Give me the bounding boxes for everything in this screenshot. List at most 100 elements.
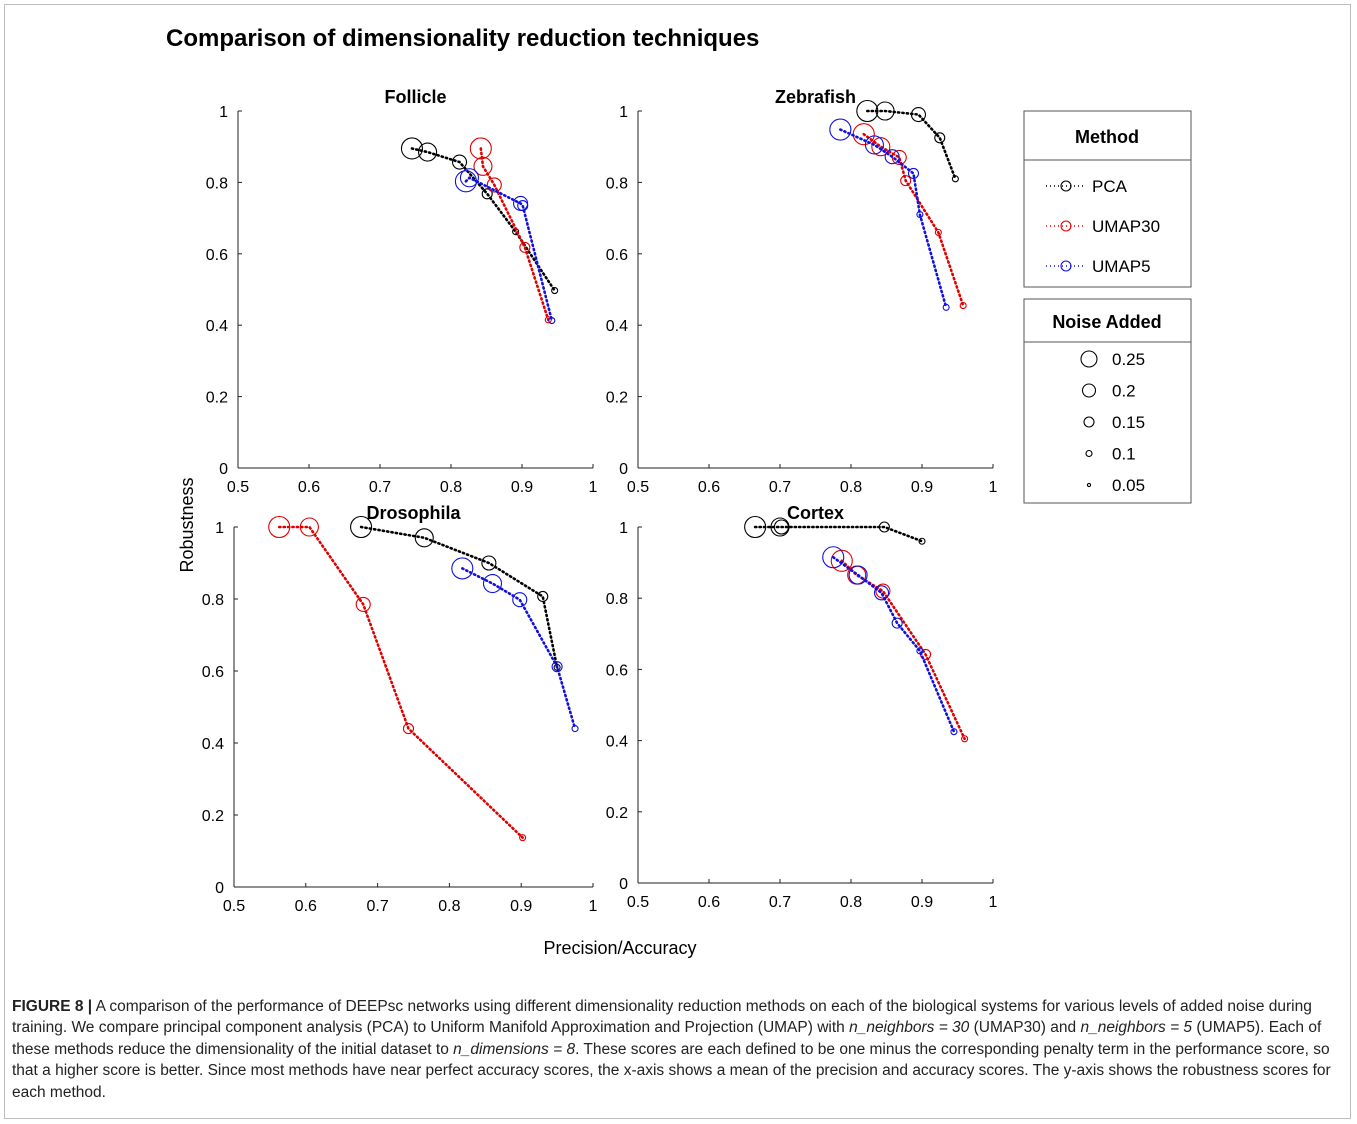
series-pca [856,99,959,183]
panel-drosophila: 0.5 0.6 0.7 0.8 0.9 1 0 0.2 0.4 0.6 0.8 1 Drosophila [202,503,598,915]
caption-italic-2: n_neighbors = 5 [1080,1019,1193,1037]
y-tick-label: 0.4 [606,318,628,335]
data-point [916,647,924,655]
caption-italic-1: n_neighbors = 30 [849,1019,970,1037]
series-line [862,132,965,307]
figure-caption: FIGURE 8 | A comparison of the performan… [12,996,1332,1103]
series-line [753,525,924,543]
y-tick-label: 0.6 [202,664,224,681]
data-point [548,317,556,325]
y-tick-label: 0.4 [202,736,224,753]
x-tick-label: 0.7 [369,479,391,496]
legend-method-box [1023,110,1192,288]
data-point [454,170,477,193]
data-point [418,142,438,162]
legend-noise-title: Noise Added [1052,312,1161,332]
panel-zebrafish: 0.5 0.6 0.7 0.8 0.9 1 0 0.2 0.4 0.6 0.8 1 Zebrafish [606,87,998,496]
data-point [934,228,942,236]
data-point [822,546,845,569]
x-tick-label: 0.9 [911,894,933,911]
legend: Method PCA UMAP30 UMAP5 Noise Added 0.25 0.2 0.… [1023,110,1192,504]
x-tick-label: 0.6 [698,479,720,496]
figure-canvas: Comparison of dimensionality reduction t… [166,25,1192,958]
y-tick-label: 0.6 [206,247,228,264]
data-point [744,515,767,539]
data-point [512,592,528,608]
x-tick-label: 0.6 [295,898,317,915]
legend-item-umap5: UMAP5 [1046,257,1151,276]
data-point [829,118,852,141]
y-tick-label: 0.6 [606,662,628,679]
x-tick-label: 1 [989,479,998,496]
data-point [884,149,900,165]
data-point [414,528,434,548]
legend-label: PCA [1092,177,1128,196]
caption-text-2: (UMAP30) and [969,1019,1081,1037]
series-line [866,109,957,181]
series-line [839,128,948,309]
data-point [350,515,373,539]
y-tick-label: 0.4 [206,318,228,335]
x-tick-label: 0.5 [227,479,249,496]
y-tick-label: 0.4 [606,734,628,751]
legend-size-marker [1083,416,1095,428]
y-tick-label: 0 [619,876,628,893]
series-line [464,176,554,322]
data-point [481,555,497,571]
data-point [951,175,959,183]
legend-item-pca: PCA [1046,177,1128,196]
data-point [355,596,371,612]
x-tick-label: 0.9 [510,898,532,915]
x-tick-label: 0.7 [366,898,388,915]
x-tick-label: 0.5 [223,898,245,915]
series-line [277,525,524,839]
caption-label: FIGURE 8 | [12,998,93,1015]
data-point [910,107,927,123]
data-point [571,725,579,733]
series-umap5 [451,557,579,733]
series-umap5 [454,168,556,325]
caption-text-3: (UMAP5). Each of these methods reduce th… [12,1019,1322,1058]
series-umap30 [469,137,552,324]
series-line [840,559,966,741]
y-tick-label: 1 [619,520,628,537]
data-point [875,101,895,121]
legend-size-marker [1085,449,1093,458]
panel-cortex: 0.5 0.6 0.7 0.8 0.9 1 0 0.2 0.4 0.6 0.8 1 Cortex [606,503,998,911]
data-point [942,303,950,311]
x-tick-label: 0.6 [298,479,320,496]
panel-title: Zebrafish [775,87,856,107]
legend-noise-box [1023,298,1192,504]
data-point [961,735,969,743]
y-tick-label: 0.8 [202,592,224,609]
series-line [479,147,550,322]
x-tick-label: 0.9 [511,479,533,496]
y-tick-label: 0.2 [606,805,628,822]
data-point [544,316,552,324]
data-point [451,154,468,170]
data-point [878,521,890,533]
y-tick-label: 0.2 [206,390,228,407]
data-point [959,302,967,310]
data-point [459,168,480,188]
data-point [551,287,559,295]
x-tick-label: 0.8 [840,479,862,496]
x-tick-label: 1 [589,479,598,496]
legend-size-marker [1081,383,1097,398]
data-point [873,585,890,601]
legend-method-title: Method [1075,127,1139,147]
y-tick-label: 1 [219,104,228,121]
x-tick-label: 1 [589,898,598,915]
figure-title: Comparison of dimensionality reduction t… [166,25,759,52]
data-point [400,137,424,160]
legend-size-marker [1080,350,1098,368]
y-tick-label: 0.2 [606,390,628,407]
panel-title: Cortex [787,503,844,523]
panels: 0.5 0.6 0.7 0.8 0.9 1 0 0.2 0.4 0.6 0.8 1 Follicle 0.… [202,87,998,915]
data-point [451,557,474,580]
y-tick-label: 0.2 [202,808,224,825]
data-point [519,241,531,253]
data-point [934,132,946,144]
panel-title: Follicle [384,87,446,107]
legend-noise-label: 0.25 [1112,350,1145,369]
